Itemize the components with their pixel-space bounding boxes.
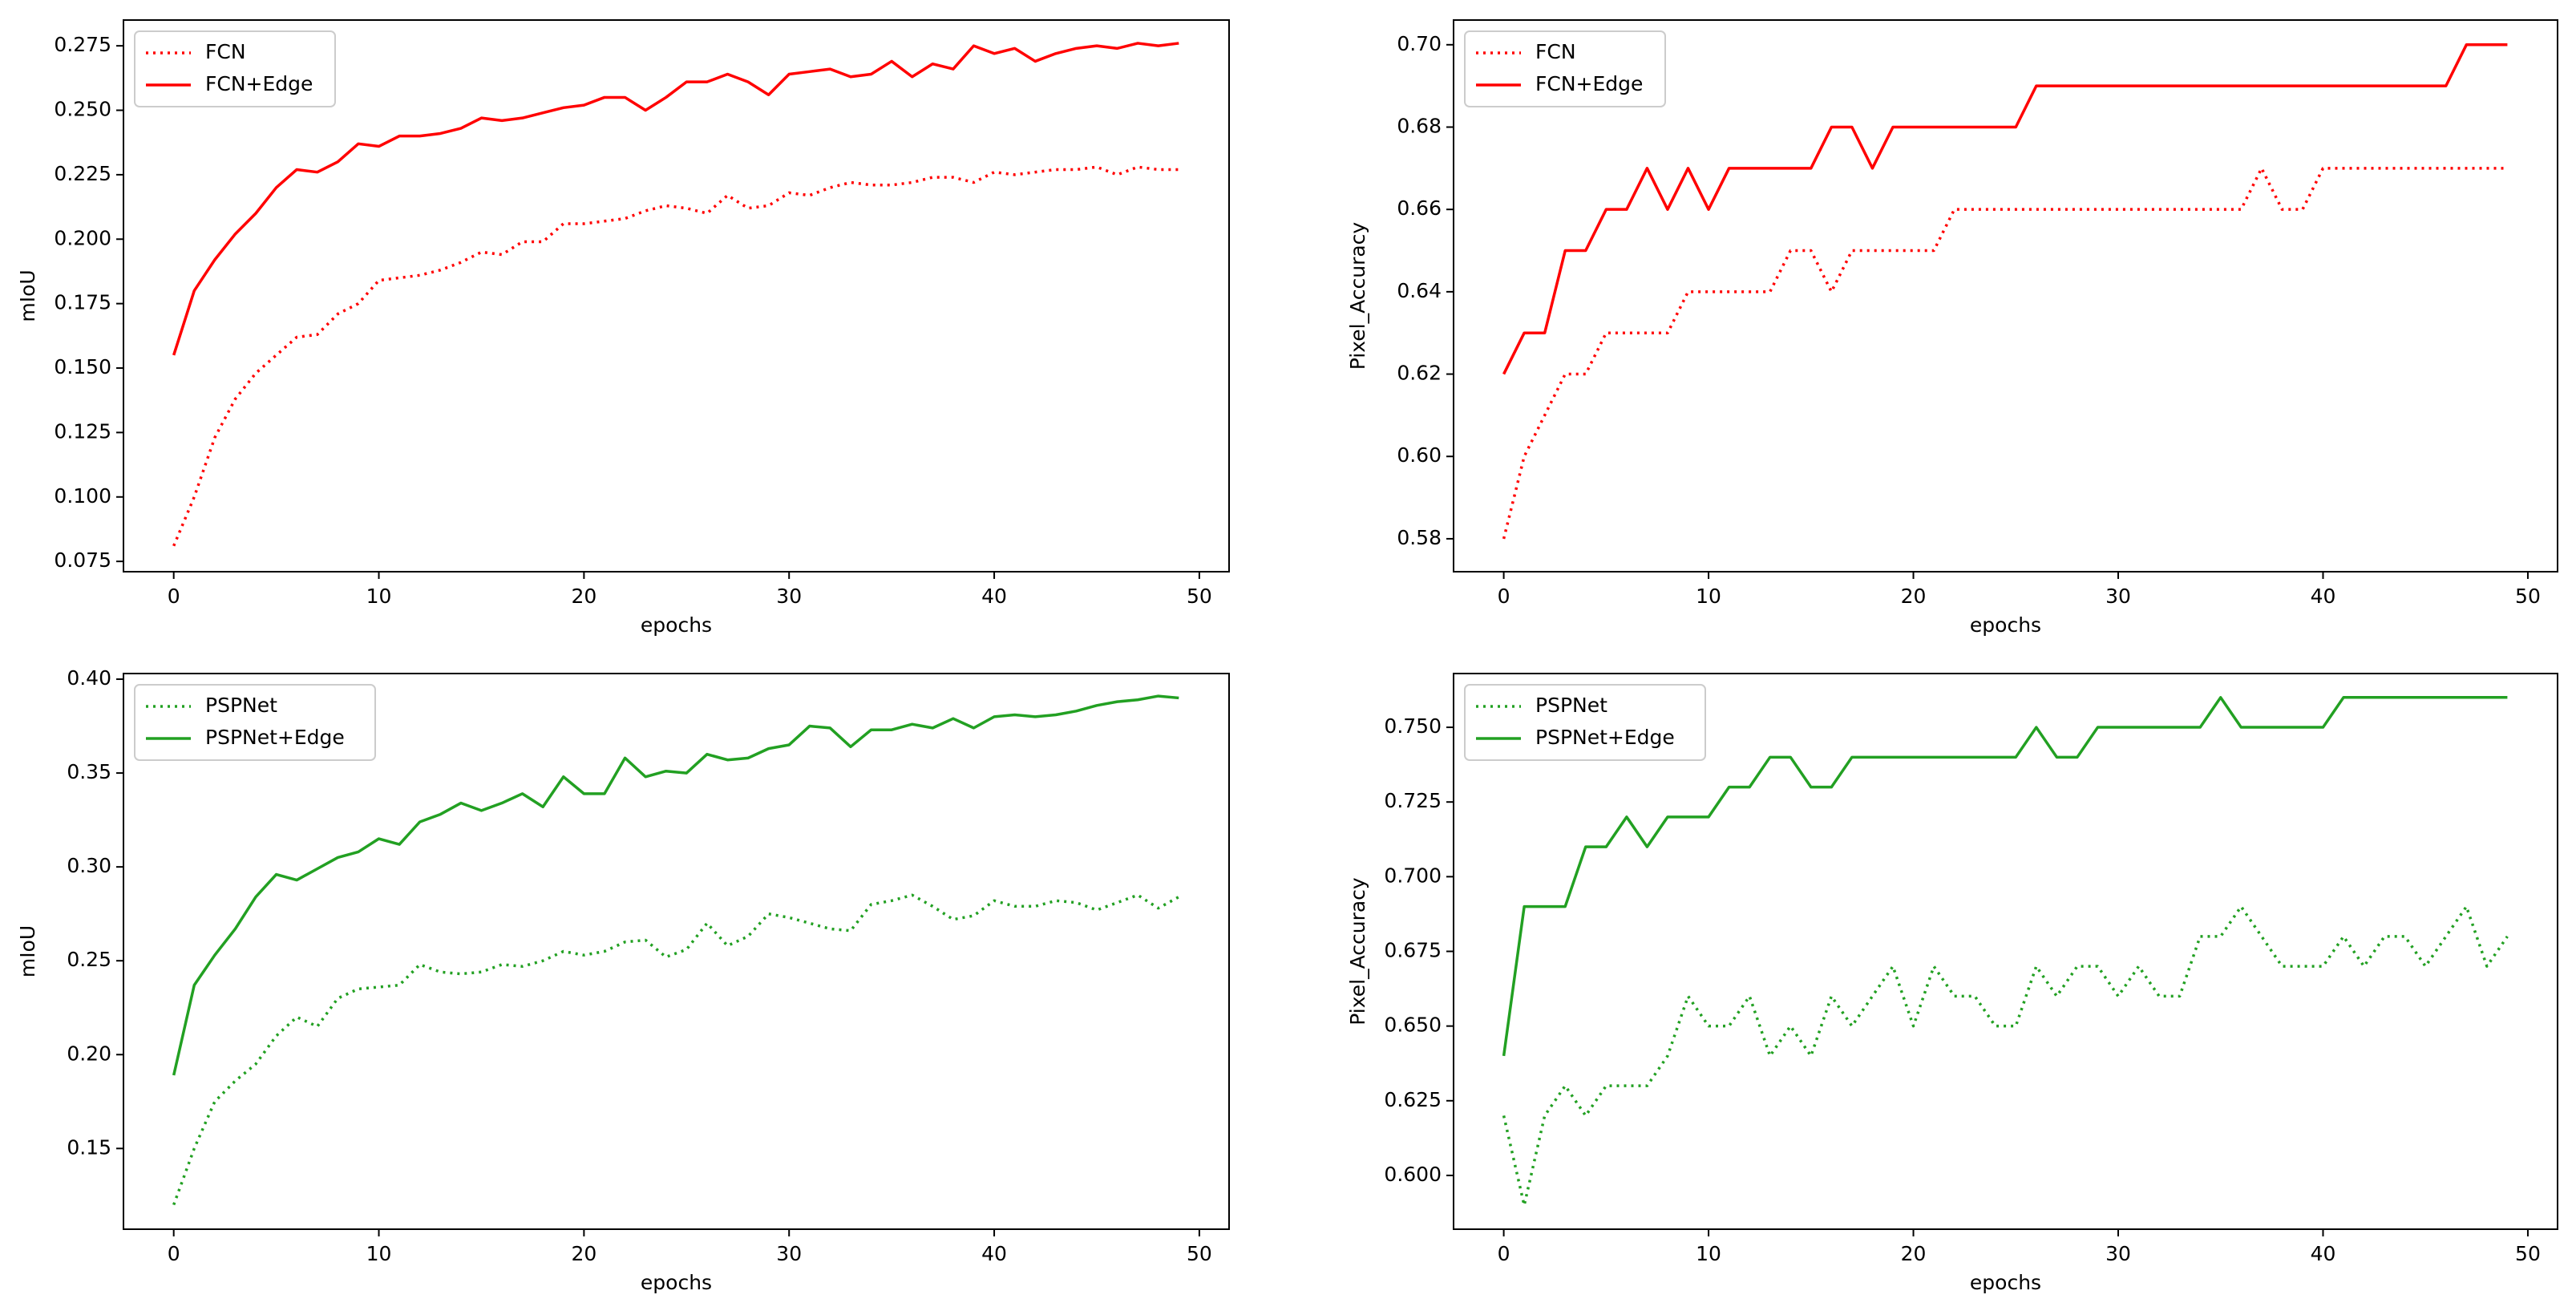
y-tick-label: 0.15 bbox=[67, 1135, 111, 1159]
y-tick-label: 0.200 bbox=[54, 226, 111, 249]
x-axis-label: epochs bbox=[641, 613, 712, 637]
x-tick-label: 10 bbox=[1696, 585, 1721, 608]
subplot: 0.15 0.20 0.25 0.30 0.35 0.40 0 10 20 30 40 50 epoch… bbox=[16, 666, 1230, 1294]
y-tick-label: 0.64 bbox=[1397, 279, 1442, 302]
y-tick-label: 0.650 bbox=[1384, 1014, 1442, 1037]
x-tick-label: 0 bbox=[1498, 1242, 1510, 1265]
series-line bbox=[1502, 696, 2508, 1057]
series-line bbox=[172, 42, 1179, 356]
legend-label: FCN bbox=[1535, 40, 1576, 63]
y-axis-label: mIoU bbox=[16, 269, 39, 322]
x-tick-label: 40 bbox=[981, 1242, 1007, 1265]
series-line bbox=[1502, 43, 2508, 375]
legend-box bbox=[134, 30, 336, 107]
series-line bbox=[172, 893, 1180, 1206]
legend-label: PSPNet bbox=[1535, 694, 1607, 717]
x-tick-label: 20 bbox=[571, 1242, 596, 1265]
y-tick-label: 0.58 bbox=[1397, 526, 1442, 549]
series-line bbox=[172, 694, 1179, 1076]
axes-frame bbox=[123, 673, 1230, 1230]
x-axis-label: epochs bbox=[1970, 613, 2041, 637]
y-tick-label: 0.625 bbox=[1384, 1088, 1442, 1111]
x-tick-label: 10 bbox=[366, 1242, 392, 1265]
legend-label: PSPNet+Edge bbox=[205, 726, 345, 749]
y-tick-label: 0.20 bbox=[67, 1042, 111, 1065]
x-tick-label: 20 bbox=[571, 585, 596, 608]
y-tick-label: 0.275 bbox=[54, 33, 111, 56]
x-tick-label: 50 bbox=[1187, 1242, 1212, 1265]
legend-label: FCN+Edge bbox=[1535, 72, 1643, 95]
x-tick-label: 20 bbox=[1901, 585, 1927, 608]
y-tick-label: 0.25 bbox=[67, 948, 111, 971]
y-tick-label: 0.675 bbox=[1384, 939, 1442, 962]
legend-box bbox=[1464, 684, 1706, 761]
y-tick-label: 0.40 bbox=[67, 666, 111, 690]
y-tick-label: 0.30 bbox=[67, 854, 111, 877]
x-tick-label: 50 bbox=[1187, 585, 1212, 608]
x-tick-label: 0 bbox=[168, 1242, 180, 1265]
legend-label: FCN+Edge bbox=[205, 72, 313, 95]
x-tick-label: 30 bbox=[776, 1242, 802, 1265]
y-axis-label: mIoU bbox=[16, 925, 39, 977]
legend-label: PSPNet+Edge bbox=[1535, 726, 1675, 749]
y-tick-label: 0.225 bbox=[54, 162, 111, 185]
y-tick-label: 0.150 bbox=[54, 355, 111, 378]
y-tick-label: 0.700 bbox=[1384, 864, 1442, 887]
y-tick-label: 0.725 bbox=[1384, 789, 1442, 812]
y-tick-label: 0.600 bbox=[1384, 1163, 1442, 1186]
y-tick-label: 0.100 bbox=[54, 484, 111, 508]
x-tick-label: 40 bbox=[981, 585, 1007, 608]
subplot: 0.58 0.60 0.62 0.64 0.66 0.68 0.70 0 10 20 30 40 50 e… bbox=[1346, 19, 2558, 637]
x-tick-label: 50 bbox=[2515, 585, 2541, 608]
x-axis-label: epochs bbox=[1970, 1271, 2041, 1294]
x-tick-label: 30 bbox=[776, 585, 802, 608]
subplot: 0.600 0.625 0.650 0.675 0.700 0.725 0.750 0 10 20… bbox=[1346, 673, 2558, 1294]
series-line bbox=[172, 165, 1179, 547]
x-axis-label: epochs bbox=[641, 1271, 712, 1294]
subplot: 0.075 0.100 0.125 0.150 0.175 0.200 0.225 0.250… bbox=[16, 19, 1230, 637]
x-tick-label: 0 bbox=[1498, 585, 1510, 608]
y-tick-label: 0.62 bbox=[1397, 362, 1442, 385]
x-tick-label: 10 bbox=[1696, 1242, 1721, 1265]
x-tick-label: 20 bbox=[1901, 1242, 1927, 1265]
x-tick-label: 30 bbox=[2105, 1242, 2131, 1265]
y-tick-label: 0.70 bbox=[1397, 32, 1442, 55]
series-line bbox=[1502, 167, 2508, 540]
series-line bbox=[1502, 904, 2509, 1207]
y-tick-label: 0.125 bbox=[54, 419, 111, 443]
legend-label: FCN bbox=[205, 40, 246, 63]
y-tick-label: 0.35 bbox=[67, 760, 111, 783]
y-tick-label: 0.68 bbox=[1397, 114, 1442, 137]
legend-box bbox=[1464, 30, 1666, 107]
x-tick-label: 0 bbox=[168, 585, 180, 608]
y-axis-label: Pixel_Accuracy bbox=[1346, 222, 1369, 370]
y-axis-label: Pixel_Accuracy bbox=[1346, 877, 1369, 1026]
y-tick-label: 0.60 bbox=[1397, 443, 1442, 467]
x-tick-label: 40 bbox=[2311, 585, 2336, 608]
y-tick-label: 0.750 bbox=[1384, 714, 1442, 738]
legend-box bbox=[134, 684, 376, 761]
x-tick-label: 40 bbox=[2311, 1242, 2336, 1265]
legend-label: PSPNet bbox=[205, 694, 277, 717]
y-tick-label: 0.66 bbox=[1397, 196, 1442, 220]
x-tick-label: 30 bbox=[2105, 585, 2131, 608]
x-tick-label: 50 bbox=[2515, 1242, 2541, 1265]
x-tick-label: 10 bbox=[366, 585, 392, 608]
axes-frame bbox=[1453, 19, 2558, 573]
y-tick-label: 0.250 bbox=[54, 98, 111, 121]
y-tick-label: 0.075 bbox=[54, 548, 111, 572]
axes-frame bbox=[123, 19, 1230, 573]
axes-frame bbox=[1453, 673, 2558, 1230]
y-tick-label: 0.175 bbox=[54, 291, 111, 314]
